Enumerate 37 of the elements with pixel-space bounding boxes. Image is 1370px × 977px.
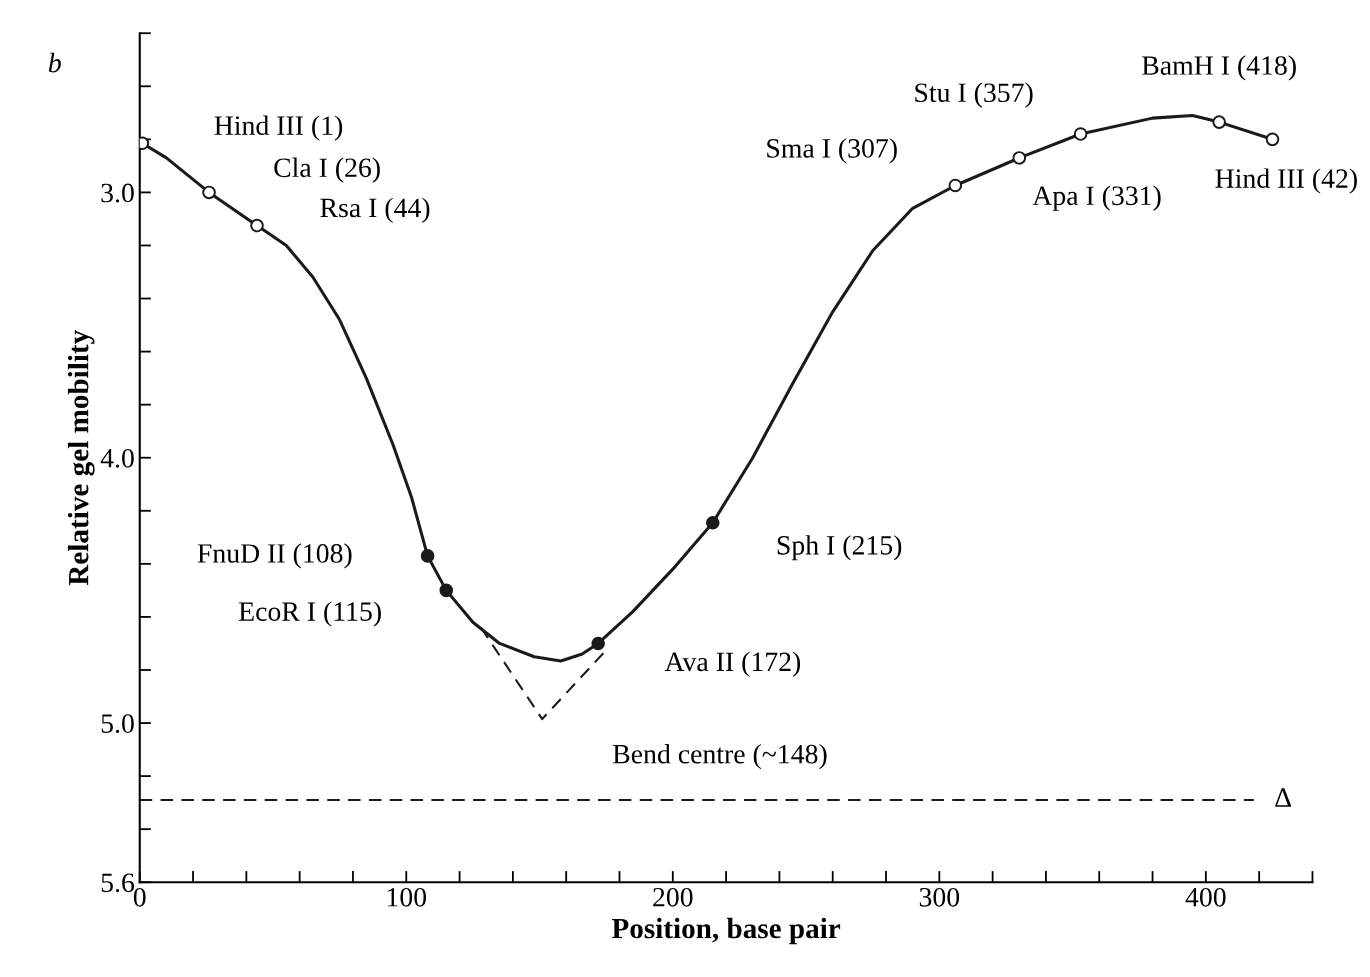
annotation: Cla I (26) bbox=[274, 157, 380, 183]
x-axis-title: Position, base pair bbox=[611, 917, 841, 945]
annotation: Apa I (331) bbox=[1032, 185, 1161, 211]
y-tick-label: 3.0 bbox=[101, 183, 134, 203]
annotation: Hind III (42) bbox=[1215, 168, 1357, 194]
point bbox=[705, 515, 720, 530]
y-tick-label: 4.0 bbox=[100, 448, 134, 468]
point bbox=[948, 178, 963, 193]
point bbox=[1012, 151, 1027, 165]
x-tick-label: 400 bbox=[1185, 887, 1226, 907]
point bbox=[591, 636, 605, 651]
point bbox=[202, 185, 216, 200]
point bbox=[1073, 127, 1088, 141]
ref-line-label: Δ bbox=[1275, 788, 1292, 807]
annotation: Bend centre (~148) bbox=[612, 743, 827, 770]
point bbox=[420, 549, 435, 563]
x-tick-label: 100 bbox=[387, 887, 427, 907]
y-tick-label: 5.0 bbox=[101, 714, 134, 734]
point bbox=[1212, 115, 1226, 129]
x-tick-label: 200 bbox=[653, 887, 693, 907]
point bbox=[439, 583, 454, 598]
annotation: Stu I (357) bbox=[915, 82, 1033, 108]
annotation: FnuD II (108) bbox=[197, 543, 352, 569]
text: b bbox=[48, 52, 61, 73]
x-tick-label: 300 bbox=[919, 887, 960, 907]
x-tick-label: 0 bbox=[133, 887, 146, 907]
annotation: Rsa I (44) bbox=[320, 197, 430, 223]
y-axis-title: Relative gel mobility bbox=[67, 330, 95, 586]
annotation: Hind III (1) bbox=[214, 115, 343, 141]
annotation: Sph I (215) bbox=[777, 535, 902, 561]
point bbox=[1265, 132, 1280, 147]
annotation: Ava II (172) bbox=[664, 651, 801, 677]
point bbox=[250, 218, 264, 233]
annotation: Sma I (307) bbox=[767, 138, 897, 164]
annotation: BamH I (418) bbox=[1142, 55, 1296, 81]
annotation: EcoR I (115) bbox=[238, 601, 381, 627]
y-tick-label: 5.6 bbox=[101, 873, 135, 893]
